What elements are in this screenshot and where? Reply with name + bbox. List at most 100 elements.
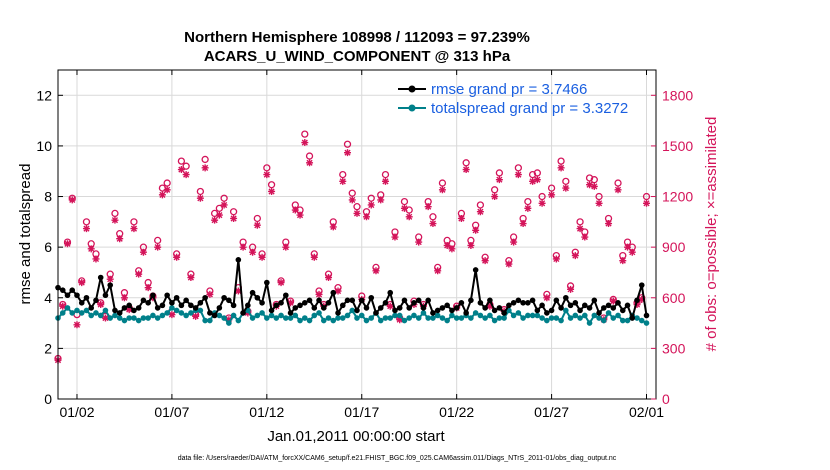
obs-assimilated-marker: [438, 186, 446, 194]
rmse-point: [188, 302, 194, 309]
obs-possible-marker: [63, 238, 72, 246]
obs-possible-marker: [82, 218, 91, 226]
obs-assimilated-marker: [92, 255, 100, 263]
obs-assimilated-marker: [130, 225, 138, 233]
rmse-point: [396, 305, 403, 311]
rmse-point: [638, 282, 645, 288]
rmse-point: [145, 300, 151, 306]
obs-possible-marker: [163, 179, 171, 187]
totalspread-point: [401, 317, 408, 324]
totalspread-point: [202, 317, 208, 324]
totalspread-point: [567, 315, 574, 321]
obs-assimilated-marker: [63, 240, 71, 248]
obs-possible-marker: [362, 208, 371, 216]
rmse-point: [458, 300, 465, 306]
x-tick-label: 01/02: [59, 404, 94, 420]
obs-possible-marker: [324, 270, 333, 278]
rmse-point: [254, 294, 261, 301]
obs-assimilated-marker: [510, 238, 518, 246]
totalspread-point: [249, 315, 256, 321]
obs-assimilated-marker: [291, 206, 299, 214]
totalspread-point: [600, 317, 607, 324]
obs-assimilated-marker: [462, 166, 470, 174]
obs-assimilated-marker: [415, 238, 423, 246]
obs-possible-marker: [642, 192, 651, 201]
totalspread-point: [278, 312, 284, 319]
obs-assimilated-marker: [619, 257, 627, 265]
obs-assimilated-marker: [533, 176, 541, 184]
obs-possible-marker: [609, 295, 617, 304]
rmse-point: [506, 302, 512, 309]
rmse-point: [377, 305, 384, 311]
totalspread-point: [264, 315, 270, 321]
obs-possible-marker: [135, 267, 143, 275]
obs-possible-marker: [139, 243, 148, 251]
totalspread-point: [558, 317, 564, 324]
totalspread-point: [97, 312, 104, 319]
rmse-point: [140, 297, 147, 304]
totalspread-point: [411, 312, 417, 319]
rmse-point: [178, 302, 185, 309]
obs-assimilated-marker: [576, 225, 584, 233]
obs-possible-marker: [206, 287, 214, 295]
obs-possible-marker: [282, 238, 290, 246]
rmse-point: [69, 287, 76, 293]
rmse-point: [126, 302, 132, 309]
obs-possible-marker: [229, 208, 238, 216]
rmse-point: [411, 300, 417, 306]
x-tick-label: 01/27: [534, 404, 569, 420]
totalspread-point: [121, 317, 128, 324]
totalspread-point: [254, 312, 261, 319]
rmse-point: [202, 294, 208, 301]
rmse-point: [97, 274, 104, 281]
rmse-point: [235, 257, 242, 263]
y-tick-label: 10: [36, 138, 52, 154]
obs-assimilated-marker: [538, 199, 546, 207]
rmse-point: [548, 307, 555, 314]
rmse-point: [297, 302, 303, 309]
obs-possible-marker: [438, 179, 447, 187]
totalspread-point: [539, 315, 545, 321]
totalspread-point: [226, 320, 232, 326]
obs-possible-marker: [248, 243, 257, 251]
obs-possible-marker: [576, 218, 584, 226]
obs-possible-marker: [619, 251, 627, 260]
obs-possible-marker: [581, 228, 589, 236]
obs-assimilated-marker: [609, 297, 617, 305]
obs-assimilated-marker: [97, 301, 105, 309]
rmse-point: [74, 292, 80, 299]
obs-possible-marker: [258, 250, 266, 258]
obs-possible-marker: [590, 176, 598, 184]
obs-assimilated-marker: [301, 139, 309, 147]
totalspread-point: [325, 315, 332, 321]
y-tick-label: 0: [44, 391, 52, 407]
totalspread-point: [449, 312, 455, 319]
obs-possible-marker: [514, 164, 523, 172]
totalspread-point: [354, 315, 360, 321]
obs-possible-marker: [329, 218, 337, 226]
rmse-point: [496, 305, 503, 311]
obs-assimilated-marker: [495, 176, 503, 184]
rmse-point: [596, 310, 602, 316]
rmse-point: [463, 310, 469, 316]
totalspread-point: [93, 310, 99, 316]
totalspread-point: [444, 317, 450, 324]
rmse-point: [358, 297, 365, 304]
obs-possible-marker: [315, 287, 323, 295]
obs-assimilated-marker: [220, 201, 228, 209]
x-tick-label: 01/07: [154, 404, 189, 420]
obs-assimilated-marker: [196, 194, 204, 202]
rmse-point: [615, 300, 621, 306]
rmse-point: [93, 297, 99, 304]
obs-assimilated-marker: [514, 171, 522, 179]
totalspread-point: [553, 315, 560, 321]
rmse-point: [572, 300, 579, 306]
obs-possible-marker: [267, 181, 276, 189]
obs-possible-marker: [177, 157, 186, 165]
totalspread-point: [292, 312, 299, 319]
rmse-point: [349, 297, 356, 304]
legend-rmse-marker: [408, 85, 416, 93]
obs-assimilated-marker: [78, 279, 86, 287]
totalspread-point: [116, 315, 123, 321]
rmse-point: [392, 307, 398, 314]
